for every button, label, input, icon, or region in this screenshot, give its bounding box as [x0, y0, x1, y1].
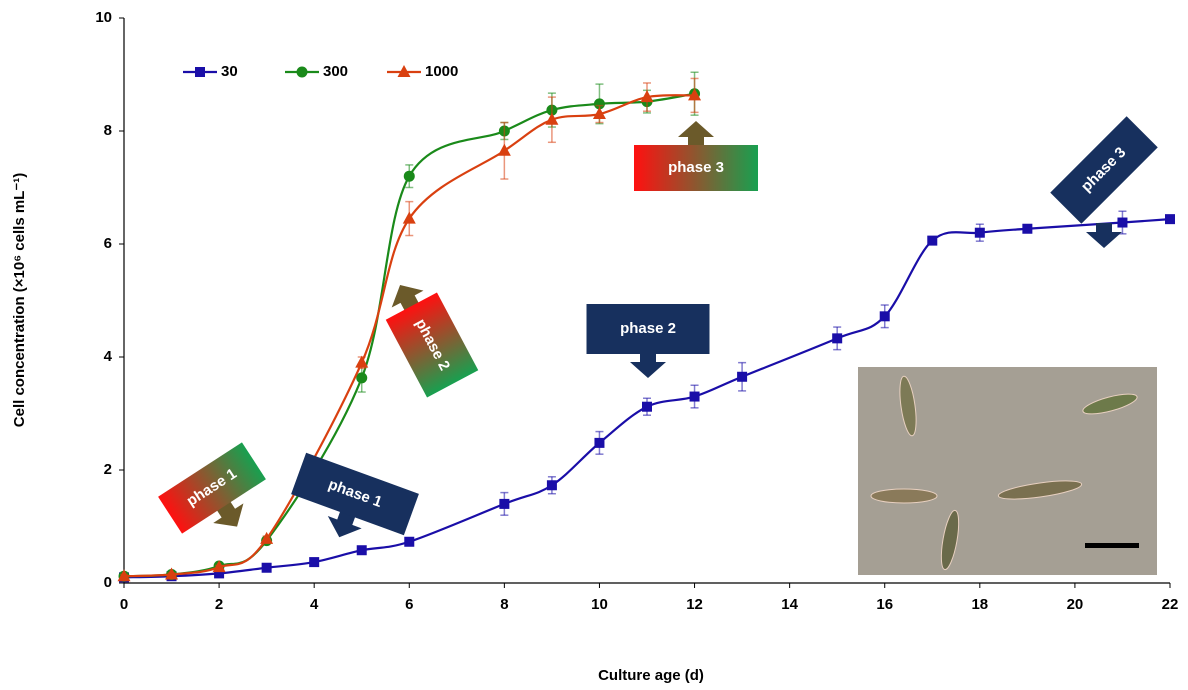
phase-annotation: phase 2: [374, 271, 478, 397]
phase-annotation: phase 1: [158, 442, 279, 553]
marker: [356, 372, 367, 383]
y-tick-label: 10: [95, 9, 112, 26]
marker: [309, 557, 319, 567]
marker: [1165, 214, 1175, 224]
marker: [297, 67, 308, 78]
y-tick-label: 2: [104, 461, 112, 478]
legend-label: 30: [221, 63, 238, 80]
marker: [499, 499, 509, 509]
marker: [975, 228, 985, 238]
chart: Culture age (d) Cell concentration (×10⁶…: [0, 0, 1188, 690]
phase-annotation: phase 1: [283, 453, 419, 558]
annotation-arrow: [1086, 223, 1122, 248]
x-tick-label: 6: [405, 596, 413, 613]
x-tick-label: 22: [1162, 596, 1179, 613]
marker: [880, 311, 890, 321]
x-tick-label: 0: [120, 596, 128, 613]
inset-micrograph: [858, 367, 1157, 575]
y-tick-label: 0: [104, 574, 112, 591]
x-tick-label: 10: [591, 596, 608, 613]
x-tick-label: 4: [310, 596, 319, 613]
legend-label: 300: [323, 63, 348, 80]
annotation-text: phase 2: [620, 320, 676, 337]
x-tick-label: 16: [876, 596, 893, 613]
phase-annotation: phase 2: [587, 304, 710, 378]
marker: [927, 236, 937, 246]
annotation-text: phase 3: [668, 159, 724, 176]
y-tick-label: 8: [104, 122, 112, 139]
x-tick-label: 18: [971, 596, 988, 613]
y-tick-label: 4: [104, 348, 113, 365]
marker: [1022, 224, 1032, 234]
annotation-arrow: [678, 121, 714, 146]
marker: [195, 67, 205, 77]
legend-label: 1000: [425, 63, 458, 80]
marker: [690, 392, 700, 402]
y-axis-title: Cell concentration (×10⁶ cells mL⁻¹): [11, 173, 28, 427]
x-tick-label: 20: [1067, 596, 1084, 613]
x-tick-label: 2: [215, 596, 223, 613]
annotation-arrow: [630, 353, 666, 378]
marker: [357, 545, 367, 555]
x-tick-label: 12: [686, 596, 703, 613]
x-axis-title: Culture age (d): [598, 667, 704, 684]
marker: [1117, 218, 1127, 228]
phase-annotation: phase 3: [1040, 116, 1188, 266]
marker: [737, 372, 747, 382]
marker: [498, 144, 511, 156]
page: {"chart_data": {"type": "line", "xlabel"…: [0, 0, 1188, 690]
phase-annotation: phase 3: [634, 121, 758, 191]
marker: [404, 537, 414, 547]
x-tick-label: 14: [781, 596, 798, 613]
marker: [262, 563, 272, 573]
x-tick-label: 8: [500, 596, 508, 613]
marker: [594, 438, 604, 448]
marker: [642, 402, 652, 412]
marker: [832, 333, 842, 343]
marker: [547, 480, 557, 490]
marker: [404, 171, 415, 182]
y-tick-label: 6: [104, 235, 112, 252]
